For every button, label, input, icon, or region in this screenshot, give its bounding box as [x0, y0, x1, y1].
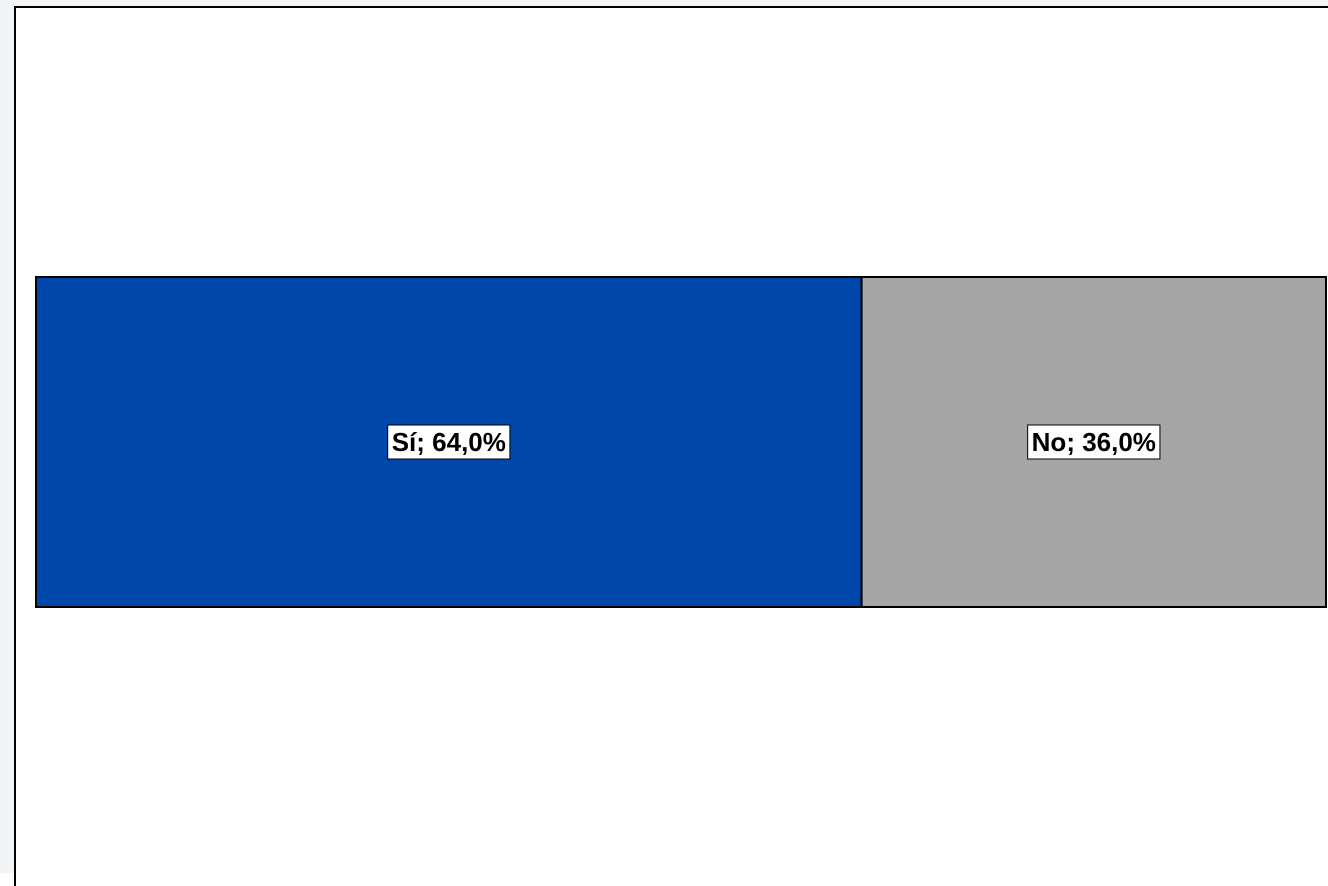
data-labels: Sí; 64,0% No; 36,0% [387, 424, 1161, 460]
data-label-text-si: Sí; 64,0% [392, 427, 506, 457]
data-label-si: Sí; 64,0% [387, 424, 511, 460]
data-label-no: No; 36,0% [1027, 424, 1161, 460]
data-label-box-si [387, 424, 511, 460]
data-label-box-no [1027, 424, 1161, 460]
data-label-text-no: No; 36,0% [1032, 427, 1156, 457]
